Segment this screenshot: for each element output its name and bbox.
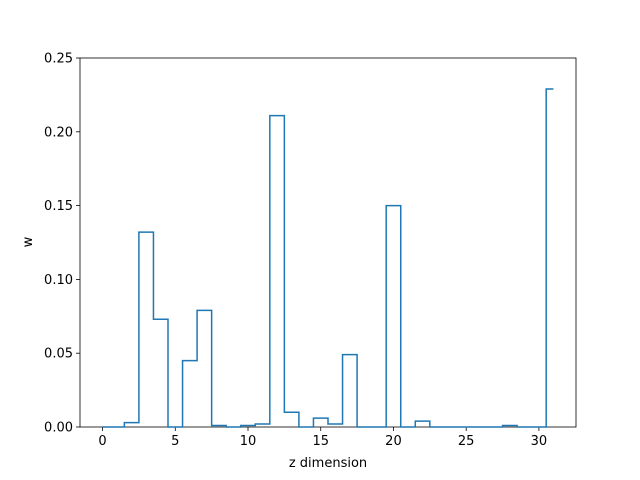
series-0-step-line <box>102 88 554 428</box>
x-tick-label-4: 20 <box>385 434 402 449</box>
y-tick-label-4: 0.20 <box>44 125 73 140</box>
x-axis-label: z dimension <box>289 456 367 471</box>
x-axis: 0 5 10 15 20 25 30 <box>98 427 547 449</box>
plot-area-frame <box>79 57 577 428</box>
y-axis-label: w <box>21 236 36 247</box>
x-tick-label-1: 5 <box>171 434 179 449</box>
x-tick-label-6: 30 <box>531 434 548 449</box>
x-tick-label-5: 25 <box>458 434 475 449</box>
y-tick-label-0: 0.00 <box>44 421 73 436</box>
x-tick-label-0: 0 <box>98 434 106 449</box>
y-tick-label-5: 0.25 <box>44 52 73 67</box>
x-tick-label-2: 10 <box>240 434 257 449</box>
y-axis: 0.00 0.05 0.10 0.15 0.20 0.25 <box>44 52 80 436</box>
y-tick-label-2: 0.10 <box>44 273 73 288</box>
x-tick-label-3: 15 <box>312 434 329 449</box>
y-tick-label-3: 0.15 <box>44 199 73 214</box>
y-tick-label-1: 0.05 <box>44 347 73 362</box>
